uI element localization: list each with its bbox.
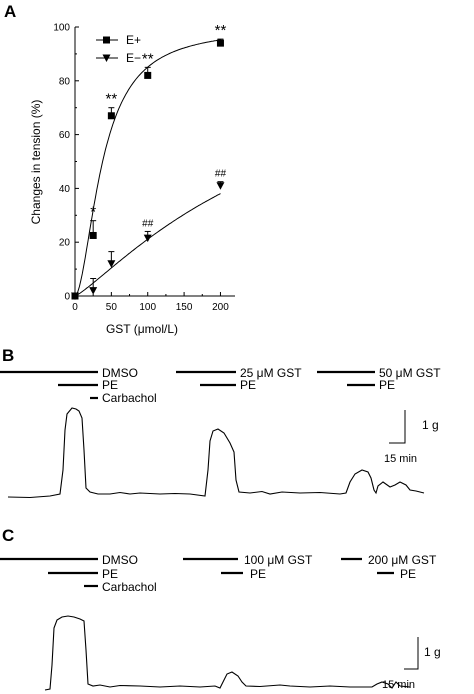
- marker-triangle: [143, 234, 152, 243]
- carbachol-label: Carbachol: [102, 391, 157, 405]
- gst-50-label: 50 μM GST: [379, 366, 441, 380]
- pe-label-2: PE: [240, 378, 256, 392]
- gst-200-label: 200 μM GST: [368, 553, 437, 567]
- panel-label-c: C: [2, 526, 15, 545]
- tension-trace-c: [44, 615, 411, 691]
- pe-label-1: PE: [102, 567, 118, 581]
- marker-square: [216, 39, 224, 47]
- axis-lines: [74, 27, 235, 297]
- legend-label-e-minus: E−: [126, 51, 141, 65]
- x-tick-label: 100: [139, 302, 156, 313]
- y-tick-label: 40: [59, 184, 71, 195]
- x-axis-label: GST (μmol/L): [106, 322, 178, 336]
- y-tick-label: 80: [59, 76, 71, 87]
- dmso-label: DMSO: [102, 366, 138, 380]
- pe-label-1: PE: [102, 378, 118, 392]
- data-marks: *******####: [71, 22, 226, 300]
- tension-trace-b: [7, 407, 425, 499]
- significance-label: **: [106, 91, 118, 108]
- significance-label: ##: [142, 218, 154, 229]
- y-tick-label: 100: [53, 23, 70, 34]
- scale-label-time-c: 15 min: [382, 679, 415, 691]
- x-tick-label: 0: [72, 302, 78, 313]
- marker-triangle: [71, 292, 79, 300]
- pe-label-3: PE: [400, 567, 416, 581]
- x-tick-label: 200: [212, 302, 229, 313]
- y-tick-label: 20: [59, 238, 71, 249]
- legend: E+ E−: [96, 33, 141, 65]
- scale-bar-c: [404, 637, 419, 670]
- pe-label-3: PE: [379, 378, 395, 392]
- legend-square-marker: [103, 36, 110, 44]
- y-tick-label: 60: [59, 130, 71, 141]
- fit-curve-e-minus: [74, 193, 221, 297]
- trace-panel-b: DMSO 25 μM GST 50 μM GST PE PE PE Carbac…: [0, 366, 441, 499]
- trace-panel-c: DMSO 100 μM GST 200 μM GST PE PE PE Carb…: [0, 553, 441, 691]
- pe-label-2: PE: [250, 567, 266, 581]
- gst-100-label: 100 μM GST: [244, 553, 313, 567]
- dmso-label: DMSO: [102, 553, 138, 567]
- scale-bar-b: [389, 410, 406, 444]
- panel-label-a: A: [4, 2, 17, 21]
- x-tick-label: 150: [176, 302, 193, 313]
- marker-square: [89, 231, 97, 239]
- scale-label-tension-b: 1 g: [422, 418, 439, 432]
- significance-label: *: [90, 204, 96, 221]
- legend-triangle-marker: [102, 54, 111, 62]
- scale-label-time-b: 15 min: [384, 453, 417, 465]
- marker-triangle: [89, 287, 98, 295]
- significance-label: **: [215, 22, 227, 39]
- scale-label-tension-c: 1 g: [424, 645, 441, 659]
- y-tick-label: 0: [64, 292, 70, 303]
- y-axis-label: Changes in tension (%): [29, 100, 43, 225]
- marker-triangle: [107, 260, 116, 268]
- gst-25-label: 25 μM GST: [240, 366, 302, 380]
- marker-square: [144, 71, 152, 79]
- marker-triangle: [216, 182, 225, 190]
- legend-label-e-plus: E+: [126, 33, 141, 47]
- chart-axes: [74, 27, 235, 297]
- panel-label-b: B: [2, 346, 15, 365]
- marker-square: [107, 112, 115, 120]
- x-tick-label: 50: [106, 302, 118, 313]
- carbachol-label: Carbachol: [102, 580, 157, 594]
- significance-label: **: [142, 50, 154, 67]
- significance-label: ##: [215, 169, 227, 180]
